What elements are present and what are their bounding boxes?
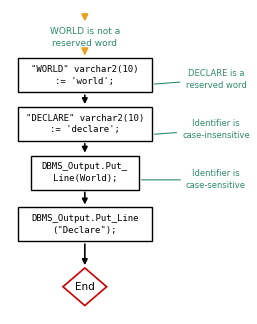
Text: Identifier is
case-insensitive: Identifier is case-insensitive	[154, 119, 250, 140]
Text: "WORLD" varchar2(10)
:= 'world';: "WORLD" varchar2(10) := 'world';	[31, 65, 139, 86]
Text: Identifier is
case-sensitive: Identifier is case-sensitive	[142, 169, 246, 190]
Text: WORLD is not a
reserved word: WORLD is not a reserved word	[50, 27, 120, 48]
Polygon shape	[63, 268, 107, 306]
Text: DECLARE is a
reserved word: DECLARE is a reserved word	[154, 69, 246, 90]
FancyBboxPatch shape	[31, 156, 139, 190]
FancyBboxPatch shape	[18, 107, 152, 141]
Text: DBMS_Output.Put_Line
("Declare");: DBMS_Output.Put_Line ("Declare");	[31, 214, 139, 235]
Text: "DECLARE" varchar2(10)
:= 'declare';: "DECLARE" varchar2(10) := 'declare';	[26, 113, 144, 134]
Text: End: End	[75, 282, 95, 292]
FancyBboxPatch shape	[18, 58, 152, 92]
Text: DBMS_Output.Put_
Line(World);: DBMS_Output.Put_ Line(World);	[42, 162, 128, 183]
FancyBboxPatch shape	[18, 207, 152, 241]
